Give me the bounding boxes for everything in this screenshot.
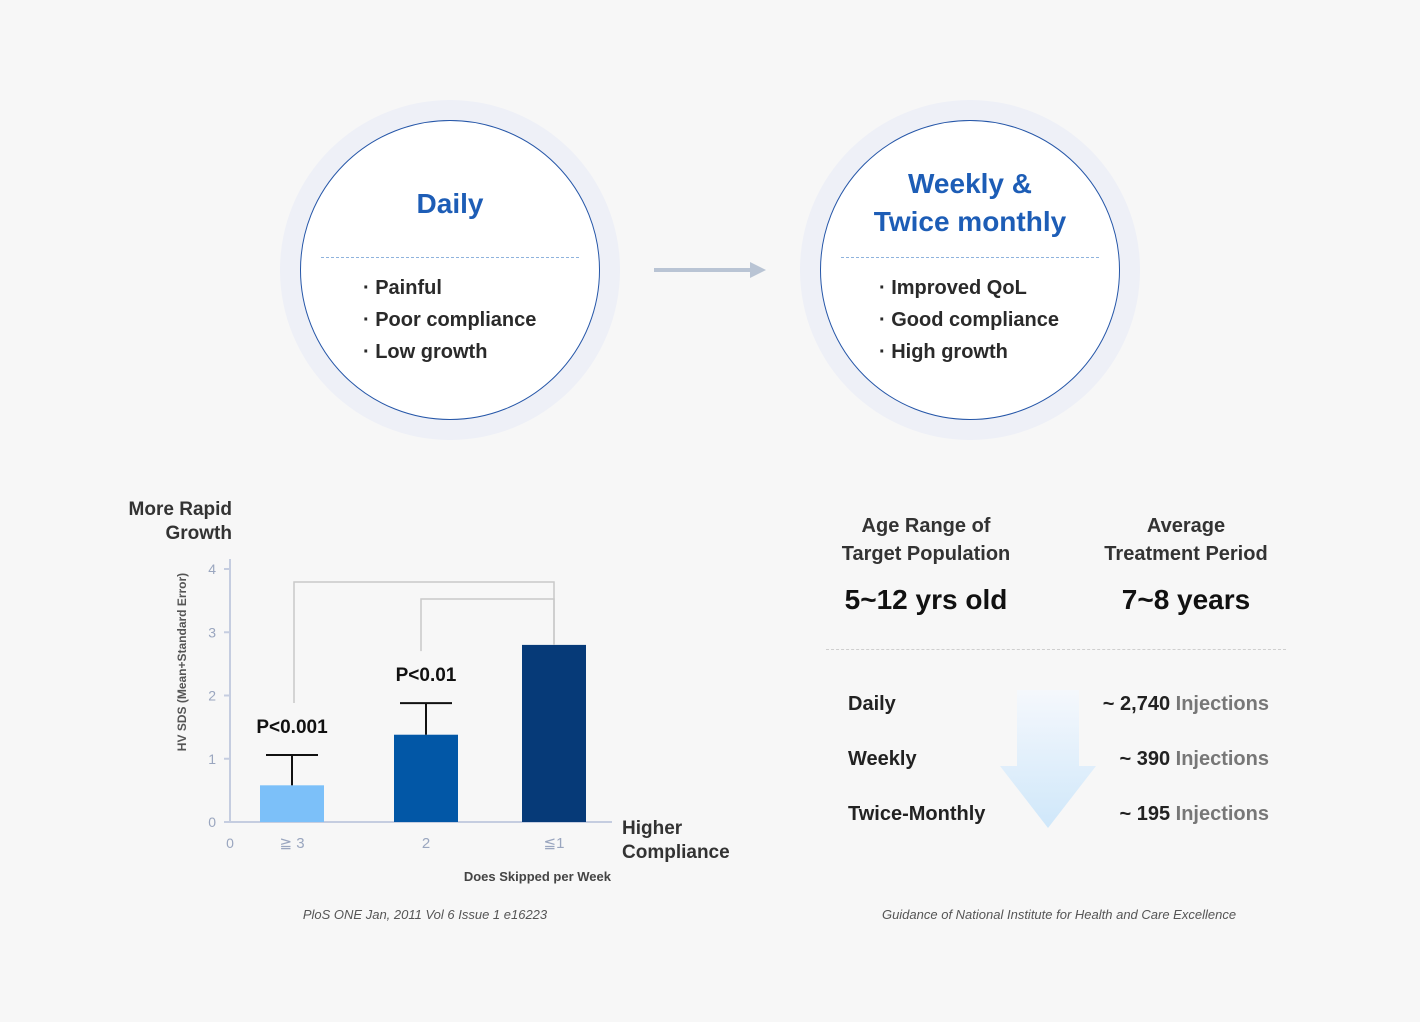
y-tick-label: 4 <box>208 561 216 577</box>
x-axis-label: Does Skipped per Week <box>464 869 612 884</box>
injections-weekly: ~ 390 Injections <box>1070 748 1269 771</box>
injections-daily: ~ 2,740 Injections <box>1070 693 1269 716</box>
y-tick-label: 0 <box>208 814 216 830</box>
x-tick-label: 2 <box>422 835 430 852</box>
list-item: Good compliance <box>879 304 1059 336</box>
frequency-weekly: Weekly <box>848 748 917 770</box>
x-right-label-line2: Compliance <box>622 842 730 863</box>
treatment-period-value: 7~8 years <box>1121 584 1251 615</box>
daily-circle: Daily Painful Poor compliance Low growth <box>300 120 600 420</box>
bar <box>260 785 324 822</box>
daily-divider <box>321 257 579 258</box>
down-arrow-icon <box>1000 690 1096 828</box>
chart-source: PloS ONE Jan, 2011 Vol 6 Issue 1 e16223 <box>302 907 548 922</box>
y-tick-label: 1 <box>208 751 216 767</box>
hv-sds-bar-chart: 1 2 3 4 00 ≧ 3 2 ≦1 P<0.001 P<0.01 More Rapid Growt… <box>129 499 730 884</box>
age-range-label: Age Range of Target Population <box>826 512 1026 568</box>
treatment-period-label-line2: Treatment Period <box>1104 543 1268 565</box>
significance-bracket <box>420 598 555 652</box>
frequency-twice-monthly: Twice-Monthly <box>848 803 986 825</box>
significance-label: P<0.01 <box>396 665 457 686</box>
treatment-period-label-line1: Average <box>1146 515 1226 537</box>
list-item: Poor compliance <box>363 304 536 336</box>
treatment-period-label: Average Treatment Period <box>1086 512 1286 568</box>
injections-twice-monthly: ~ 195 Injections <box>1070 803 1269 826</box>
frequency-daily: Daily <box>848 693 896 715</box>
injection-unit: Injections <box>1175 748 1269 770</box>
y-tick-label: 3 <box>208 624 216 640</box>
injection-count: ~ 195 <box>1119 803 1171 825</box>
weekly-circle: Weekly & Twice monthly Improved QoL Good… <box>820 120 1120 420</box>
weekly-divider <box>841 257 1099 258</box>
daily-title: Daily <box>416 188 484 219</box>
x-right-label-line1: Higher <box>622 818 683 839</box>
injection-count: ~ 390 <box>1119 748 1171 770</box>
y-tick-label: 2 <box>208 688 216 704</box>
y-title-line2: Growth <box>166 523 233 544</box>
right-arrow-icon <box>750 262 766 278</box>
injection-count: ~ 2,740 <box>1102 693 1171 715</box>
stats-divider <box>826 649 1286 650</box>
y-axis-label: HV SDS (Mean+Standard Error) <box>175 573 189 751</box>
stats-source: Guidance of National Institute for Healt… <box>881 907 1237 922</box>
injection-unit: Injections <box>1175 803 1269 825</box>
list-item: Improved QoL <box>879 272 1059 304</box>
age-range-label-line1: Age Range of <box>861 515 991 537</box>
significance-label: P<0.001 <box>256 717 328 738</box>
injection-unit: Injections <box>1175 693 1269 715</box>
bar <box>522 644 586 822</box>
daily-list: Painful Poor compliance Low growth <box>363 272 536 368</box>
bar <box>394 734 458 822</box>
list-item: High growth <box>879 336 1059 368</box>
x-origin-label: 0 <box>226 835 234 851</box>
transition-arrow-line <box>654 268 752 272</box>
age-range-label-line2: Target Population <box>841 543 1011 565</box>
x-tick-label: ≧ 3 <box>279 835 304 852</box>
age-range-value: 5~12 yrs old <box>844 584 1008 615</box>
weekly-title-line2: Twice monthly <box>873 206 1067 237</box>
weekly-list: Improved QoL Good compliance High growth <box>879 272 1059 368</box>
list-item: Painful <box>363 272 536 304</box>
x-tick-label: ≦1 <box>544 835 565 852</box>
weekly-title-line1: Weekly & <box>908 168 1032 199</box>
y-title-line1: More Rapid <box>129 499 232 520</box>
list-item: Low growth <box>363 336 536 368</box>
